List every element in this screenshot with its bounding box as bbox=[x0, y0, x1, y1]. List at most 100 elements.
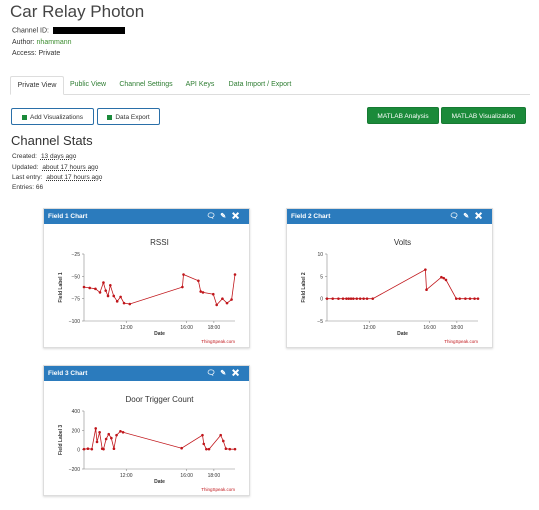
channel-id-row: Channel ID: bbox=[12, 27, 125, 34]
data-point bbox=[444, 278, 448, 282]
chart-title: Volts bbox=[394, 238, 411, 247]
tab-private-view[interactable]: Private View bbox=[10, 76, 64, 95]
channel-stats-heading: Channel Stats bbox=[11, 133, 93, 148]
data-point bbox=[221, 439, 225, 443]
data-point bbox=[358, 297, 362, 300]
y-axis-label: Field Label 1 bbox=[58, 272, 64, 303]
comment-icon[interactable]: 🗨 bbox=[206, 213, 221, 220]
field-3-panel: Field 3 Chart 🗨✎✖ Door Trigger Count 400 2… bbox=[43, 365, 250, 496]
comment-icon[interactable]: 🗨 bbox=[206, 370, 221, 377]
pencil-icon[interactable]: ✎ bbox=[220, 370, 232, 377]
x-tick-label: 12:00 bbox=[363, 325, 376, 331]
data-point bbox=[94, 287, 97, 291]
data-point bbox=[352, 297, 355, 300]
tab-data-import-export[interactable]: Data Import / Export bbox=[228, 81, 292, 88]
tab-api-keys[interactable]: API Keys bbox=[185, 81, 215, 88]
x-tick-label: 12:00 bbox=[120, 325, 133, 331]
panel-title: Field 3 Chart bbox=[48, 370, 88, 377]
page-title: Car Relay Photon bbox=[10, 2, 145, 21]
data-point bbox=[442, 276, 445, 280]
data-point bbox=[102, 447, 105, 451]
data-point bbox=[95, 440, 99, 444]
data-point bbox=[82, 447, 86, 451]
data-export-label: Data Export bbox=[115, 114, 150, 121]
stat-created-value: 13 days ago bbox=[40, 153, 77, 160]
data-point bbox=[104, 289, 108, 292]
data-point bbox=[345, 297, 348, 300]
close-icon[interactable]: ✖ bbox=[474, 213, 488, 220]
x-axis-label: Date bbox=[397, 331, 408, 337]
y-axis-label: Field Label 3 bbox=[58, 425, 64, 456]
data-point bbox=[106, 294, 110, 298]
panel-title: Field 2 Chart bbox=[291, 213, 331, 220]
thingspeak-watermark: ThingSpeak.com bbox=[444, 339, 478, 344]
comment-icon[interactable]: 🗨 bbox=[449, 213, 464, 220]
thingspeak-watermark: ThingSpeak.com bbox=[201, 339, 235, 344]
panel-title: Field 1 Chart bbox=[48, 213, 88, 220]
chart-title: RSSI bbox=[150, 238, 169, 247]
matlab-analysis-button[interactable]: MATLAB Analysis bbox=[367, 107, 439, 124]
data-point bbox=[207, 447, 211, 451]
stat-created: Created: 13 days ago bbox=[12, 153, 76, 160]
data-point bbox=[225, 301, 229, 305]
author-link[interactable]: nhammann bbox=[36, 39, 72, 46]
data-point bbox=[473, 297, 476, 300]
data-point bbox=[219, 433, 222, 437]
add-visualizations-button[interactable]: Add Visualizations bbox=[11, 108, 94, 125]
data-point bbox=[98, 430, 101, 434]
panel-header: Field 2 Chart 🗨✎✖ bbox=[287, 209, 492, 224]
data-point bbox=[94, 427, 98, 430]
pencil-icon[interactable]: ✎ bbox=[220, 213, 232, 220]
data-point bbox=[205, 447, 208, 451]
thingspeak-watermark: ThingSpeak.com bbox=[201, 487, 235, 492]
x-tick-label: 18:00 bbox=[208, 325, 221, 331]
data-export-button[interactable]: Data Export bbox=[97, 108, 160, 125]
x-tick-label: 16:00 bbox=[180, 473, 193, 479]
tab-channel-settings[interactable]: Channel Settings bbox=[119, 81, 173, 88]
data-point bbox=[347, 297, 351, 300]
channel-tabs: Private View Public View Channel Setting… bbox=[10, 76, 530, 95]
tab-public-view[interactable]: Public View bbox=[69, 81, 107, 88]
data-point bbox=[337, 297, 340, 300]
field-2-panel: Field 2 Chart 🗨✎✖ Volts 10 5 0 −5 12:00 16:00 1… bbox=[286, 208, 493, 348]
data-point bbox=[98, 291, 102, 294]
data-point bbox=[230, 298, 233, 301]
chart-title: Door Trigger Count bbox=[125, 395, 194, 404]
data-point bbox=[122, 301, 126, 305]
y-tick-label: −100 bbox=[69, 319, 80, 325]
data-point bbox=[107, 432, 111, 436]
access-value: Private bbox=[38, 50, 61, 57]
data-point bbox=[476, 297, 480, 300]
data-point bbox=[201, 291, 205, 294]
data-point bbox=[233, 273, 237, 276]
data-point bbox=[440, 275, 443, 279]
author-label: Author: bbox=[12, 39, 35, 46]
x-tick-label: 16:00 bbox=[180, 325, 193, 331]
stat-updated: Updated: about 17 hours ago bbox=[12, 164, 98, 171]
stat-last-entry-value: about 17 hours ago bbox=[46, 174, 103, 181]
data-point bbox=[128, 302, 132, 306]
stat-created-label: Created: bbox=[12, 153, 37, 160]
data-point bbox=[121, 430, 125, 434]
field-1-panel: Field 1 Chart 🗨✎✖ RSSI −25 −50 −75 −100 12:00… bbox=[43, 208, 250, 348]
y-tick-label: −200 bbox=[69, 467, 80, 473]
data-point bbox=[115, 433, 118, 437]
y-tick-label: −75 bbox=[72, 297, 81, 303]
close-icon[interactable]: ✖ bbox=[231, 213, 245, 220]
data-point bbox=[349, 297, 353, 300]
stat-entries-value: 66 bbox=[35, 184, 44, 191]
data-point bbox=[325, 297, 329, 300]
pencil-icon[interactable]: ✎ bbox=[463, 213, 475, 220]
close-icon[interactable]: ✖ bbox=[231, 370, 245, 377]
data-point bbox=[365, 297, 369, 300]
data-point bbox=[109, 283, 112, 287]
data-point bbox=[90, 447, 94, 451]
access-row: Access: Private bbox=[12, 50, 60, 57]
data-point bbox=[180, 446, 183, 450]
stat-last-entry: Last entry: about 17 hours ago bbox=[12, 174, 102, 181]
stat-updated-value: about 17 hours ago bbox=[42, 164, 99, 171]
matlab-visualization-button[interactable]: MATLAB Visualization bbox=[441, 107, 526, 124]
data-point bbox=[112, 294, 116, 298]
series-line bbox=[327, 268, 478, 300]
y-tick-label: 400 bbox=[72, 409, 81, 415]
